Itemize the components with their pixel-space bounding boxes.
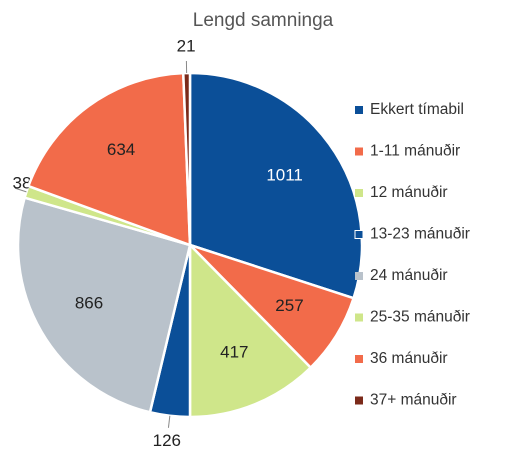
leader-line (167, 415, 171, 428)
data-label: 634 (107, 140, 135, 159)
legend-label: 1-11 mánuðir (370, 143, 460, 160)
chart-title: Lengd samninga (193, 10, 334, 31)
legend-label: 13-23 mánuðir (370, 226, 470, 243)
legend-swatch (355, 106, 363, 114)
legend-swatch (355, 147, 363, 156)
pie-slice (16, 196, 192, 414)
legend-swatch (355, 355, 363, 363)
pie-slice (26, 71, 192, 247)
data-label: 866 (75, 293, 103, 312)
legend-label: 12 mánuðir (370, 184, 448, 201)
legend-swatch (355, 396, 363, 405)
legend-label: 37+ mánuðir (370, 392, 457, 409)
legend-label: Ekkert tímabil (370, 101, 464, 118)
data-label: 21 (177, 37, 196, 56)
legend-swatch (354, 230, 364, 239)
leader-line (14, 187, 27, 193)
data-label: 417 (220, 343, 248, 362)
legend-swatch (355, 189, 363, 197)
data-label: 1011 (266, 166, 303, 185)
pie-slice (188, 71, 364, 300)
data-label: 38 (13, 173, 32, 192)
data-label: 257 (275, 296, 303, 315)
legend-swatch (355, 313, 363, 322)
legend-swatch (355, 272, 363, 280)
pie-slice (188, 241, 313, 419)
legend-label: 25-35 mánuðir (370, 309, 470, 326)
legend-label: 36 mánuðir (370, 350, 448, 367)
data-label: 126 (153, 431, 181, 450)
legend-label: 24 mánuðir (370, 267, 448, 284)
